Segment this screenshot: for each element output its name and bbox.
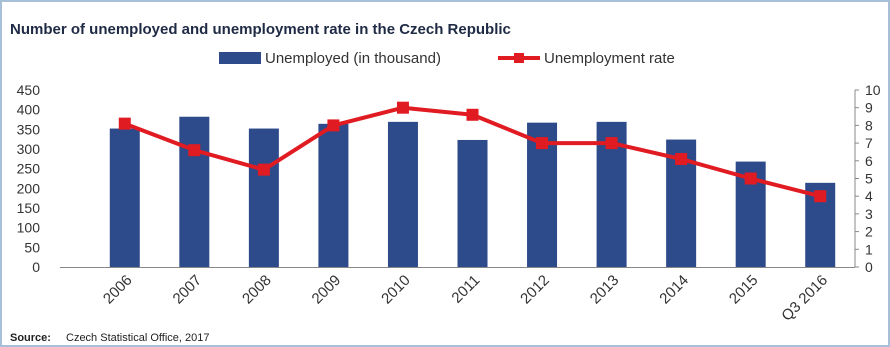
x-tick-label: 2015	[726, 272, 762, 308]
rate-marker	[188, 144, 201, 157]
x-tick-label: 2012	[517, 272, 553, 308]
x-tick-label: 2009	[309, 272, 345, 308]
left-tick-label: 400	[17, 102, 41, 118]
left-tick-label: 100	[17, 220, 41, 236]
bar-unemployed	[109, 128, 140, 267]
legend: Unemployed (in thousand) Unemployment ra…	[219, 50, 675, 67]
right-tick-label: 1	[865, 241, 873, 257]
rate-marker	[396, 101, 409, 114]
bar-series	[109, 116, 836, 268]
source-note: Source: Czech Statistical Office, 2017	[10, 332, 209, 344]
bar-unemployed	[179, 116, 210, 267]
left-tick-label: 50	[24, 239, 40, 255]
rate-marker	[257, 163, 270, 176]
rate-marker	[466, 108, 479, 121]
legend-marker-rate	[514, 53, 524, 63]
line-series	[118, 101, 827, 203]
x-tick-label: 2010	[378, 272, 414, 308]
x-tick-label: 2011	[448, 272, 483, 307]
left-tick-label: 450	[17, 82, 41, 98]
x-tick-label: 2007	[170, 272, 206, 308]
bar-unemployed	[387, 121, 418, 267]
bar-unemployed	[248, 128, 279, 267]
source-text: Czech Statistical Office, 2017	[66, 332, 209, 344]
rate-marker	[118, 117, 131, 130]
legend-swatch-bars	[219, 52, 261, 64]
x-tick-label: 2008	[239, 272, 275, 308]
left-tick-label: 300	[17, 141, 41, 157]
rate-marker	[675, 153, 688, 166]
rate-marker	[327, 119, 340, 132]
left-tick-label: 200	[17, 180, 41, 196]
bar-unemployed	[318, 123, 349, 268]
legend-label-bars: Unemployed (in thousand)	[265, 50, 441, 67]
right-tick-label: 0	[865, 259, 873, 275]
right-tick-label: 9	[865, 100, 873, 116]
x-axis: 2006 2007 2008 2009 2010 2011 2012 2013 2014 2015…	[60, 267, 855, 325]
rate-marker	[536, 137, 549, 150]
right-tick-label: 4	[865, 188, 873, 204]
chart-title: Number of unemployed and unemployment ra…	[10, 21, 511, 38]
x-tick-label: 2006	[100, 272, 136, 308]
left-tick-label: 250	[17, 161, 41, 177]
right-tick-label: 8	[865, 117, 873, 133]
right-tick-label: 5	[865, 171, 873, 187]
right-tick-label: 2	[865, 224, 873, 240]
rate-marker	[605, 137, 618, 150]
right-tick-label: 3	[865, 206, 873, 222]
legend-label-rate: Unemployment rate	[544, 50, 675, 67]
source-label: Source:	[10, 332, 51, 344]
left-tick-label: 150	[17, 200, 41, 216]
left-tick-label: 0	[32, 259, 40, 275]
x-tick-label: Q3 2016	[778, 272, 831, 325]
rate-marker	[814, 190, 827, 203]
right-tick-label: 7	[865, 135, 873, 151]
left-axis: 0 50 100 150 200 250 300 350 400 450	[17, 82, 41, 275]
rate-marker	[744, 172, 757, 185]
bar-unemployed	[457, 139, 488, 267]
x-tick-label: 2014	[656, 272, 692, 308]
x-tick-label: 2013	[587, 272, 623, 308]
right-tick-label: 6	[865, 153, 873, 169]
left-tick-label: 350	[17, 121, 41, 137]
right-tick-label: 10	[865, 82, 881, 98]
